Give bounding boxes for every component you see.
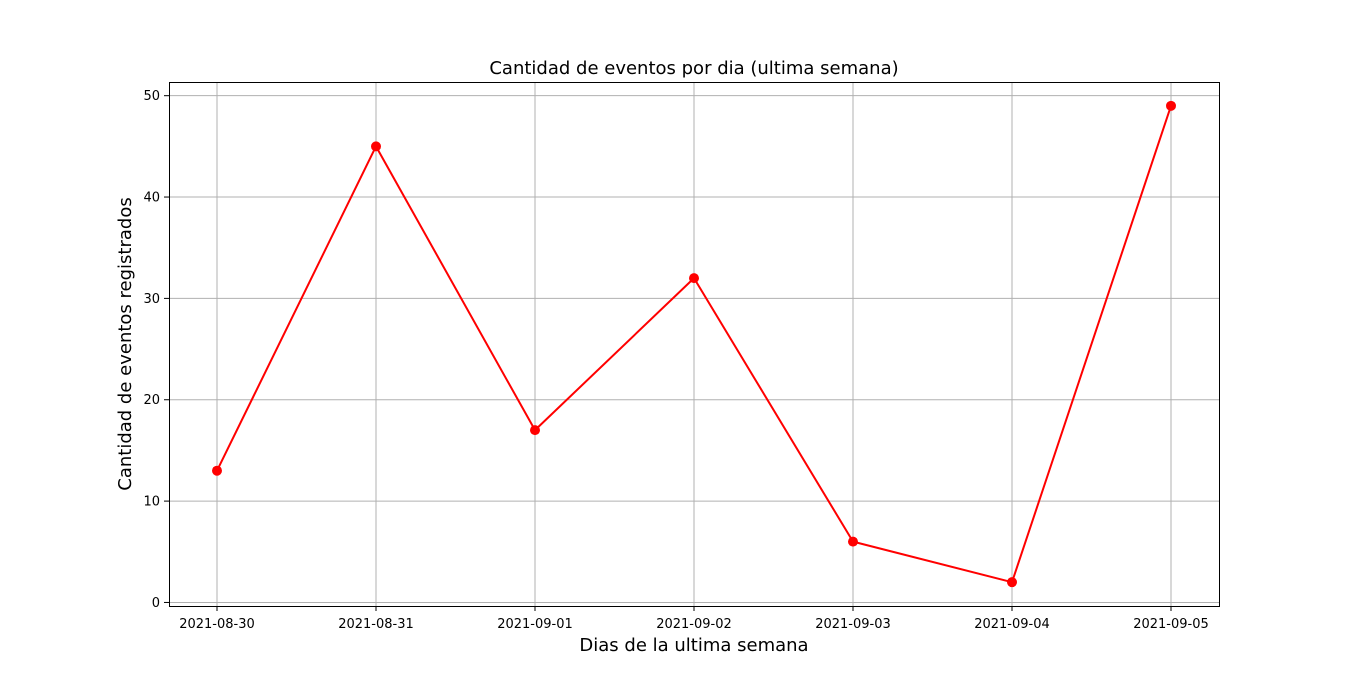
data-point [530,425,540,436]
y-tick-label: 50 [143,89,160,104]
x-tick-label: 2021-09-02 [656,617,732,632]
x-axis-label: Dias de la ultima semana [579,635,808,656]
x-tick-label: 2021-09-04 [974,617,1050,632]
x-tick-label: 2021-08-31 [338,617,414,632]
y-axis-label: Cantidad de eventos registrados [115,197,136,490]
y-tick-label: 40 [143,191,160,206]
data-point [1166,100,1176,111]
x-tick-label: 2021-09-01 [497,617,573,632]
y-tick-label: 30 [143,292,160,307]
grid [169,82,1219,606]
data-point [1007,577,1017,588]
y-tick-label: 0 [152,596,160,611]
data-point [212,465,222,476]
x-tick-label: 2021-09-03 [815,617,891,632]
y-tick-label: 10 [143,495,160,510]
x-tick-label: 2021-09-05 [1133,617,1209,632]
ticks: 2021-08-30 2021-08-31 2021-09-01 2021-09-02… [143,89,1208,632]
data-point [689,273,699,284]
x-tick-label: 2021-08-30 [179,617,255,632]
chart-title: Cantidad de eventos por dia (ultima sema… [489,58,898,79]
series-layer [212,100,1176,588]
data-point [848,536,858,547]
y-tick-label: 20 [143,393,160,408]
data-point [371,141,381,152]
